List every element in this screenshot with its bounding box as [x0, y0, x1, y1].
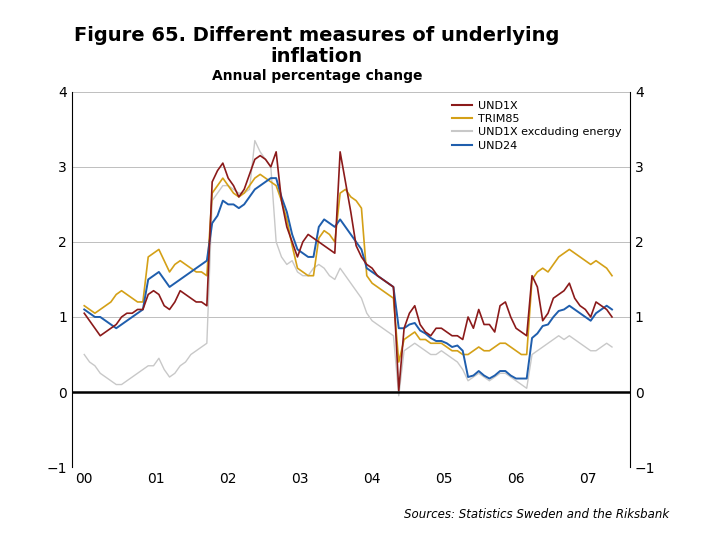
Legend: UND1X, TRIM85, UND1X excduding energy, UND24: UND1X, TRIM85, UND1X excduding energy, U…	[449, 97, 624, 154]
Text: Annual percentage change: Annual percentage change	[212, 69, 422, 83]
Text: inflation: inflation	[271, 47, 363, 66]
Text: SVERIGES
RIKSBANK: SVERIGES RIKSBANK	[643, 65, 680, 76]
Text: Sources: Statistics Sweden and the Riksbank: Sources: Statistics Sweden and the Riksb…	[405, 508, 670, 521]
Text: Figure 65. Different measures of underlying: Figure 65. Different measures of underly…	[74, 25, 559, 45]
